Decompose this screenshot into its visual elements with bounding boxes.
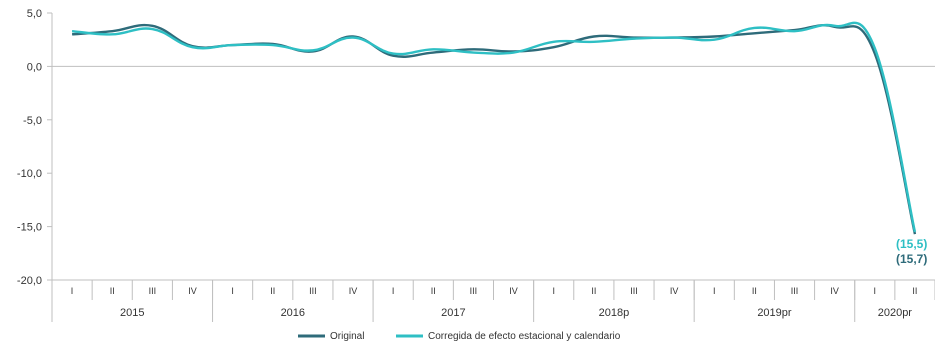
series-line-original: [71, 23, 917, 235]
y-tick-label: -10,0: [17, 168, 42, 180]
x-tick-label-quarter: I: [552, 286, 555, 296]
y-tick-label: 5,0: [27, 8, 42, 20]
x-tick-label-quarter: I: [392, 286, 395, 296]
x-tick-label-quarter: IV: [188, 286, 197, 296]
x-tick-label-year: 2018p: [599, 307, 630, 319]
x-tick-label-quarter: III: [149, 286, 157, 296]
x-tick-label-quarter: I: [231, 286, 234, 296]
x-tick-label-quarter: III: [309, 286, 317, 296]
x-tick-label-quarter: I: [874, 286, 877, 296]
x-tick-label-quarter: II: [591, 286, 596, 296]
x-tick-label-year: 2015: [120, 307, 144, 319]
x-tick-label-quarter: II: [431, 286, 436, 296]
y-tick-label: -20,0: [17, 275, 42, 287]
legend-label-original: Original: [330, 331, 364, 342]
x-tick-label-year: 2016: [281, 307, 305, 319]
annotation-original: (15,7): [896, 252, 927, 266]
y-tick-label: 0,0: [27, 61, 42, 73]
x-tick-label-quarter: IV: [830, 286, 839, 296]
x-tick-label-year: 2019pr: [757, 307, 792, 319]
x-tick-label-quarter: I: [713, 286, 716, 296]
legend: Original Corregida de efecto estacional …: [298, 331, 621, 342]
axes: 5,00,0-5,0-10,0-15,0-20,0I II III IV I II III I…: [17, 8, 935, 322]
x-tick-label-year: 2017: [441, 307, 465, 319]
series-line-seasonal-adjusted: [71, 21, 917, 233]
annotations: (15,5) (15,7): [896, 237, 927, 266]
y-tick-label: -5,0: [23, 115, 42, 127]
x-tick-label-quarter: III: [791, 286, 799, 296]
x-tick-label-quarter: IV: [509, 286, 518, 296]
series-layer: [71, 21, 917, 235]
x-tick-label-quarter: IV: [349, 286, 358, 296]
y-tick-label: -15,0: [17, 222, 42, 234]
annotation-seasonal-adjusted: (15,5): [896, 237, 927, 251]
x-tick-label-quarter: III: [630, 286, 638, 296]
x-tick-label-quarter: I: [71, 286, 74, 296]
x-tick-label-quarter: II: [110, 286, 115, 296]
x-tick-label-quarter: II: [752, 286, 757, 296]
x-tick-label-quarter: IV: [670, 286, 679, 296]
x-tick-label-quarter: III: [470, 286, 478, 296]
legend-label-seasonal-adjusted: Corregida de efecto estacional y calenda…: [428, 331, 621, 342]
x-tick-label-quarter: II: [912, 286, 917, 296]
x-tick-label-quarter: II: [270, 286, 275, 296]
x-tick-label-year: 2020pr: [878, 307, 913, 319]
